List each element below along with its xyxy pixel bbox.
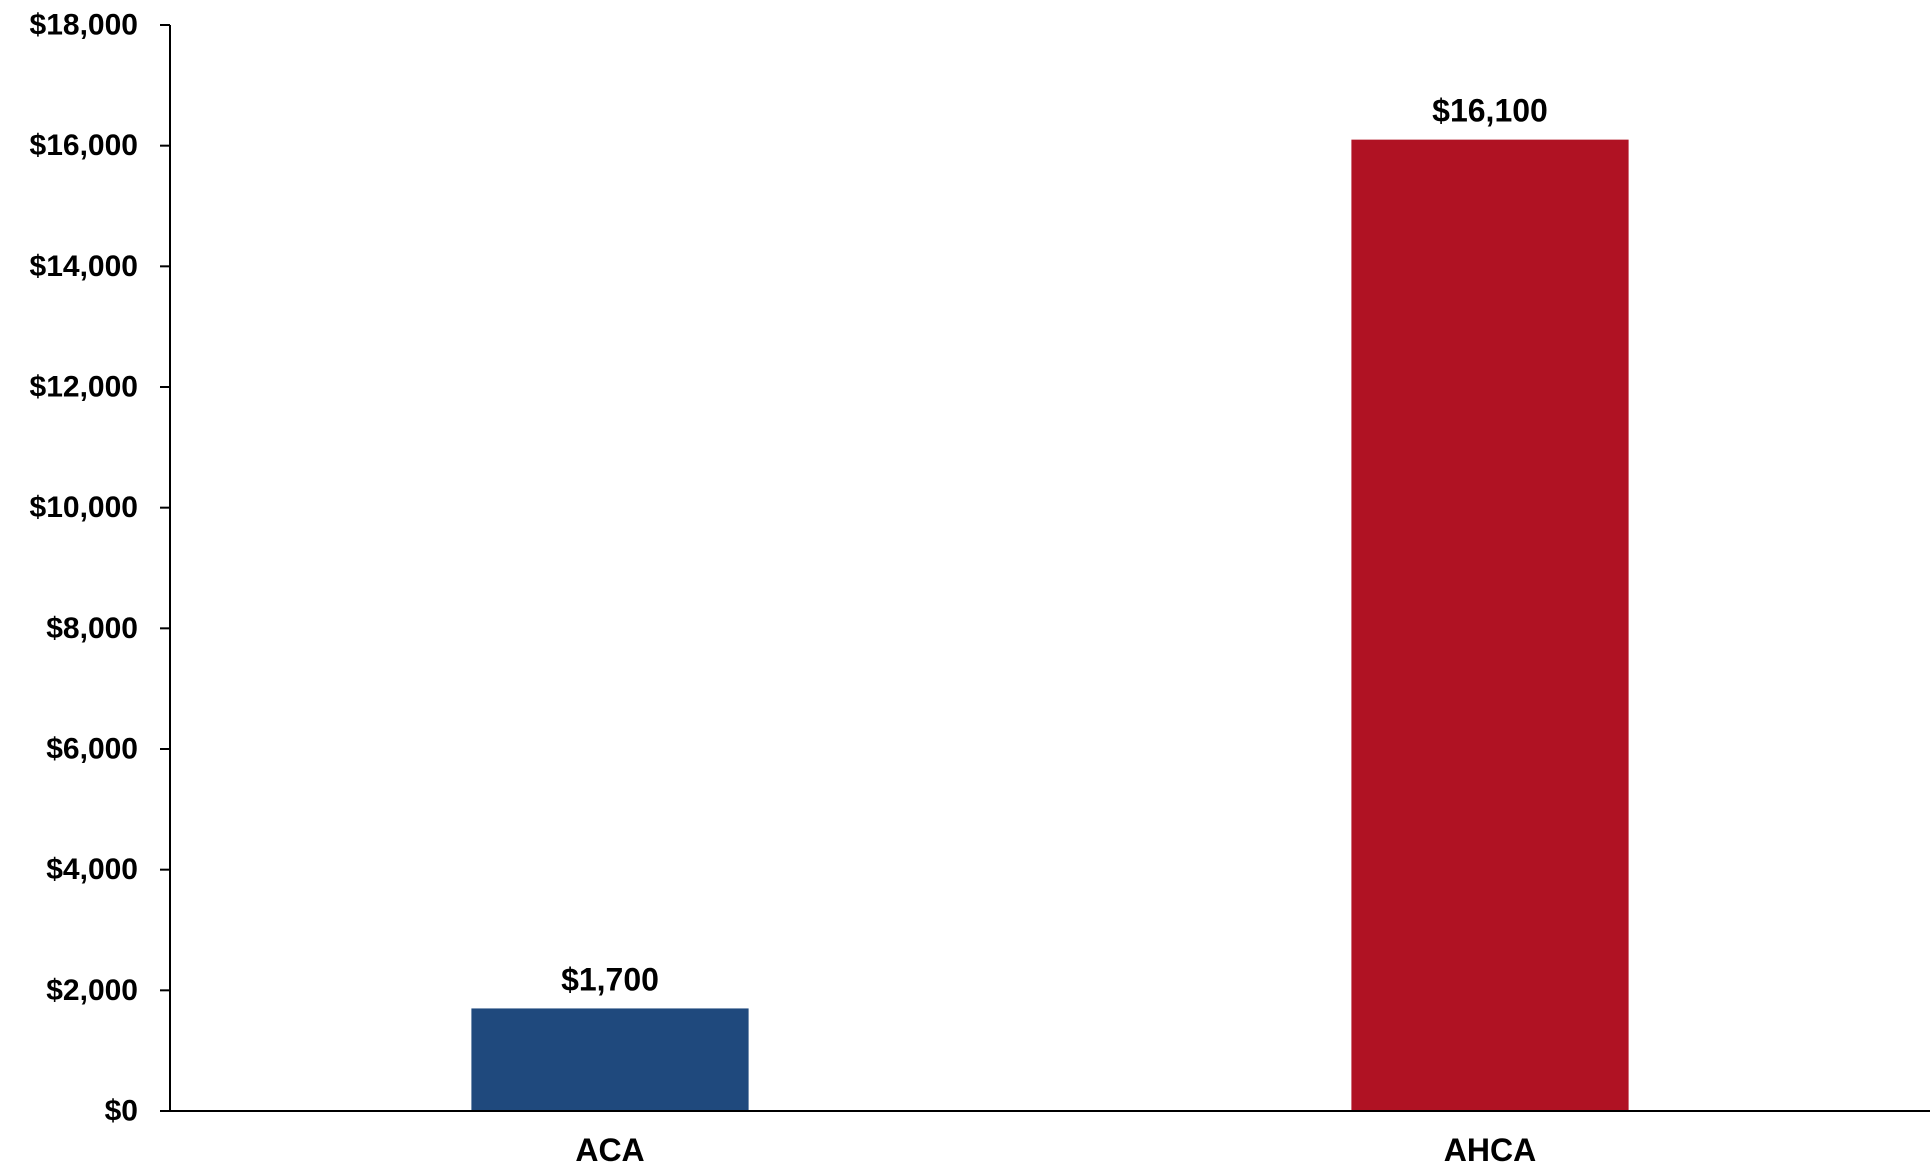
y-tick-label: $4,000 xyxy=(46,853,138,886)
y-tick-label: $18,000 xyxy=(30,9,138,42)
y-tick-label: $2,000 xyxy=(46,974,138,1007)
data-label-aca: $1,700 xyxy=(561,961,659,997)
y-tick-label: $14,000 xyxy=(30,250,138,283)
y-axis-ticks: $0 $2,000 $4,000 $6,000 $8,000 $10,000 $12,000… xyxy=(30,9,170,1128)
bar-aca xyxy=(471,1008,749,1111)
y-tick-label: $12,000 xyxy=(30,371,138,404)
data-labels: $1,700 $16,100 xyxy=(561,93,1548,998)
x-axis-labels: ACA AHCA xyxy=(575,1132,1536,1168)
data-label-ahca: $16,100 xyxy=(1432,93,1548,129)
y-tick-label: $0 xyxy=(105,1095,138,1128)
bars xyxy=(471,139,1629,1112)
y-tick-label: $8,000 xyxy=(46,612,138,645)
bar-ahca xyxy=(1351,139,1629,1112)
y-tick-label: $6,000 xyxy=(46,733,138,766)
x-tick-label-aca: ACA xyxy=(575,1132,644,1168)
y-tick-label: $16,000 xyxy=(30,129,138,162)
y-tick-label: $10,000 xyxy=(30,491,138,524)
x-tick-label-ahca: AHCA xyxy=(1444,1132,1536,1168)
